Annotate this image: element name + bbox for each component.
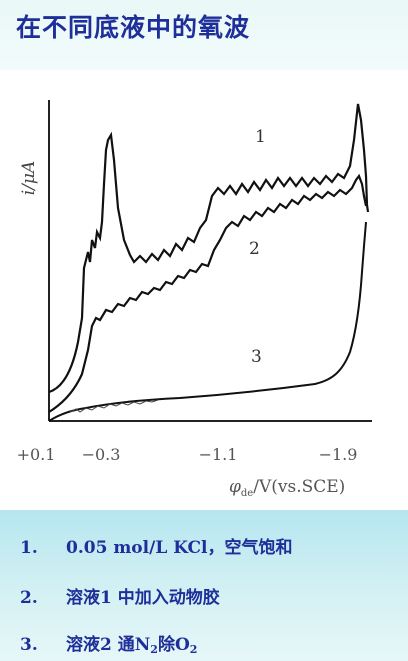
legend-item-2: 2. 溶液1 中加入动物胶 [20,583,220,608]
curve-label-3: 3 [251,347,262,367]
legend-text: 溶液2 通N2除O2 [66,635,198,656]
curve-3 [48,221,367,422]
legend-number: 1. [20,538,38,558]
polarogram-figure: 1 2 3 i/μA +0.1 −0.3 −1.1 −1.9 φde/V(vs.… [0,70,408,510]
legend-item-3: 3. 溶液2 通N2除O2 [20,630,197,656]
curve-label-2: 2 [249,239,260,259]
curve-2 [48,173,368,413]
legend-text: 0.05 mol/L KCl，空气饱和 [66,538,293,558]
y-axis-label: i/μA [19,161,39,196]
polarogram-svg: 1 2 3 i/μA +0.1 −0.3 −1.1 −1.9 φde/V(vs.… [17,100,372,499]
curve-3-texture [69,399,159,413]
x-tick-label: −1.1 [199,445,238,464]
curve-1 [48,103,370,394]
curve-label-1: 1 [255,127,266,147]
legend-number: 2. [20,588,38,608]
x-axis-label: φde/V(vs.SCE) [229,477,345,499]
legend-item-1: 1. 0.05 mol/L KCl，空气饱和 [20,533,293,558]
legend-panel: 1. 0.05 mol/L KCl，空气饱和 2. 溶液1 中加入动物胶 3. 溶液2… [0,510,408,661]
legend-text: 溶液1 中加入动物胶 [66,588,220,608]
header-bar: 在不同底液中的氧波 [0,0,408,70]
legend-number: 3. [20,635,38,655]
page-title: 在不同底液中的氧波 [16,13,251,42]
x-tick-label: −0.3 [82,445,121,464]
x-tick-label: −1.9 [319,445,358,464]
x-tick-label: +0.1 [17,445,56,464]
